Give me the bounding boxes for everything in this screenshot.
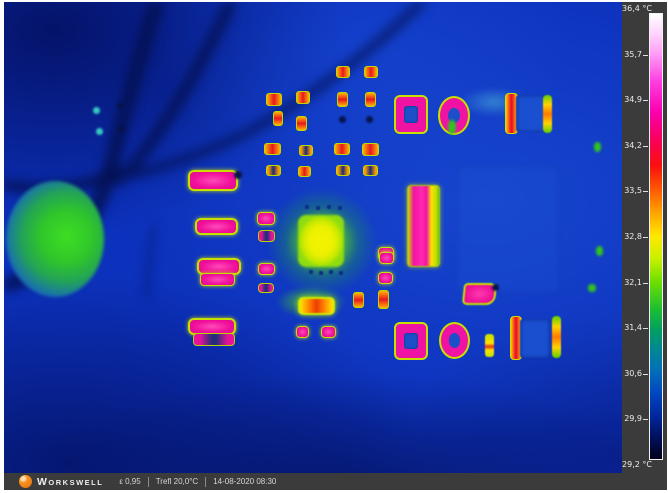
hot-spot	[378, 272, 393, 284]
hot-spot	[336, 165, 350, 176]
hot-spot	[364, 66, 378, 78]
separator	[147, 476, 149, 487]
ic-body-shadow	[456, 165, 560, 293]
scale-label: 29,9	[624, 414, 642, 423]
hot-spot	[96, 128, 103, 135]
scale-label: 32,1	[624, 278, 642, 287]
hot-spot	[378, 290, 389, 309]
tall-hot-bar	[407, 185, 440, 267]
scale-tick	[643, 328, 648, 329]
hot-spot	[334, 143, 350, 155]
hot-spot	[93, 107, 100, 114]
hot-spot	[298, 166, 311, 177]
hot-spot	[319, 271, 323, 275]
hot-spot	[336, 66, 350, 78]
hot-spot	[588, 284, 596, 292]
hot-spot	[309, 270, 313, 274]
orange-hotspot	[298, 297, 335, 315]
hot-spot	[264, 143, 281, 155]
scale-tick	[643, 374, 648, 375]
hot-spot	[365, 92, 376, 107]
hot-spot	[448, 120, 456, 134]
hot-spot	[273, 111, 283, 126]
scale-tick	[643, 55, 648, 56]
hot-spot	[193, 333, 235, 346]
scale-label-min: 29,2 °C	[622, 460, 652, 469]
hot-spot	[316, 206, 320, 210]
hot-spot	[266, 165, 281, 176]
hot-spot	[353, 292, 364, 308]
hot-spot	[327, 205, 331, 209]
chip-hotspot	[298, 215, 344, 267]
scale-tick	[643, 100, 648, 101]
scale-label: 32,8	[624, 232, 642, 241]
hot-spot	[339, 271, 343, 275]
separator	[205, 476, 207, 487]
scale-tick	[643, 146, 648, 147]
scale-tick	[643, 419, 648, 420]
green-blob	[6, 181, 104, 297]
hot-spot	[516, 95, 547, 132]
scale-label: 33,5	[624, 186, 642, 195]
hot-spot	[492, 284, 499, 291]
camera-frame: 36,4 °C 35,7 34,9 34,2 33,5 32,8 32,1 31…	[4, 2, 667, 490]
square-ring-component	[394, 95, 428, 134]
capture-datetime: 14-08-2020 08:30	[213, 477, 277, 486]
hot-spot	[195, 218, 238, 235]
hot-spot	[485, 334, 494, 357]
hot-spot	[337, 92, 348, 107]
hot-spot	[258, 263, 275, 275]
hot-spot	[321, 326, 336, 338]
hot-spot	[258, 283, 274, 293]
reflected-temp-value: Trefl 20,0°C	[155, 477, 199, 486]
hot-spot	[266, 93, 282, 106]
hot-spot	[257, 212, 275, 225]
hot-spot	[299, 145, 313, 156]
hot-spot	[258, 230, 275, 242]
hot-spot	[188, 170, 238, 191]
temperature-gradient-bar	[649, 13, 663, 460]
emissivity-value: ε 0,95	[119, 477, 141, 486]
hot-spot	[296, 91, 310, 104]
hot-spot	[296, 326, 309, 338]
scale-tick	[643, 237, 648, 238]
hot-spot	[594, 142, 601, 152]
brand-initial: W	[37, 475, 49, 488]
hot-spot	[117, 103, 123, 109]
scale-label-max: 36,4 °C	[622, 4, 652, 13]
hot-spot	[296, 116, 307, 131]
brand-name: WORKSWELL	[37, 476, 103, 488]
hot-spot	[379, 252, 394, 264]
scale-label: 34,2	[624, 141, 642, 150]
scale-label: 35,7	[624, 50, 642, 59]
hot-spot	[366, 116, 373, 123]
hot-spot	[543, 95, 552, 133]
hot-spot	[363, 165, 378, 176]
hot-spot	[200, 273, 235, 286]
hot-spot	[552, 316, 561, 358]
hot-spot	[119, 126, 125, 132]
scale-label: 34,9	[624, 95, 642, 104]
hot-spot	[339, 116, 346, 123]
scale-label: 30,6	[624, 369, 642, 378]
hot-spot	[234, 171, 242, 179]
temperature-scale: 36,4 °C 35,7 34,9 34,2 33,5 32,8 32,1 31…	[622, 2, 667, 473]
workswell-logo-icon	[19, 475, 32, 488]
scale-tick	[643, 191, 648, 192]
scale-label: 31,4	[624, 323, 642, 332]
hot-spot	[596, 246, 603, 256]
donut-component	[439, 322, 470, 359]
hot-spot	[329, 270, 333, 274]
status-bar: WORKSWELL ε 0,95 Trefl 20,0°C 14-08-2020…	[4, 473, 667, 490]
hot-spot	[338, 206, 342, 210]
brand-rest: ORKSWELL	[48, 477, 104, 487]
scale-tick	[643, 283, 648, 284]
hot-spot	[305, 205, 309, 209]
square-ring-component	[394, 322, 428, 360]
hot-spot	[520, 319, 550, 358]
thermal-image	[4, 2, 622, 473]
hot-spot	[362, 143, 379, 156]
